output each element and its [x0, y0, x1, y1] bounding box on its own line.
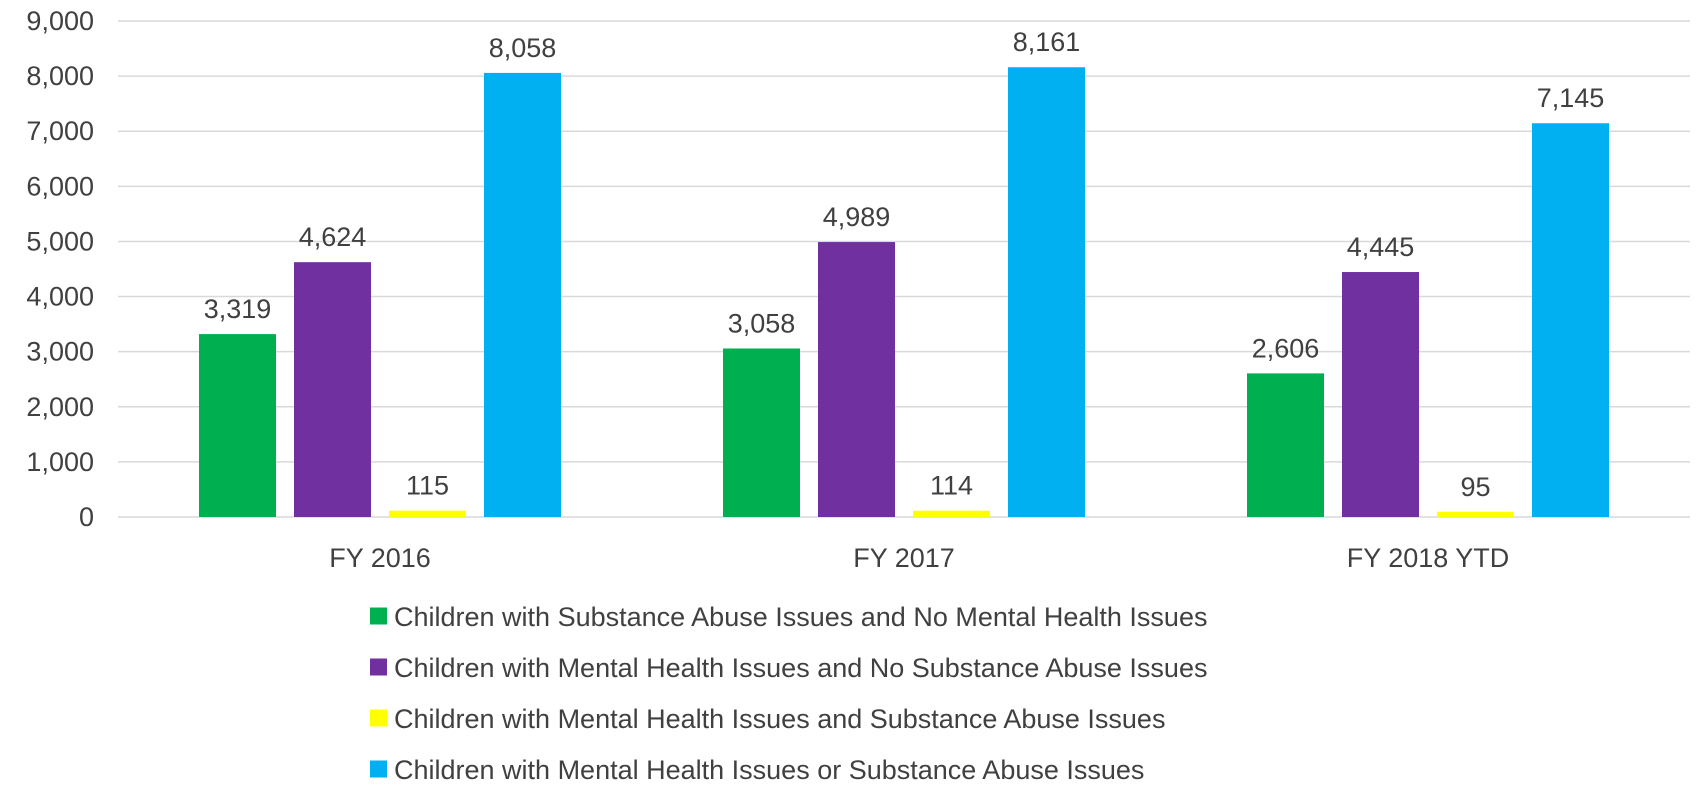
bar: [723, 348, 800, 517]
bar: [1008, 67, 1085, 517]
data-label: 7,145: [1537, 83, 1605, 113]
data-label: 95: [1460, 472, 1490, 502]
y-tick-label: 3,000: [26, 337, 94, 367]
data-label: 3,319: [204, 294, 272, 324]
bar: [389, 510, 466, 517]
data-labels: 3,319 4,624 115 8,058 3,058 4,989 114 8,161 2,60…: [204, 27, 1605, 502]
data-label: 114: [930, 471, 973, 501]
bar: [818, 242, 895, 517]
x-category-label: FY 2018 YTD: [1347, 543, 1510, 573]
x-category-label: FY 2017: [853, 543, 955, 573]
y-tick-label: 6,000: [26, 171, 94, 201]
bar: [1247, 373, 1324, 517]
data-label: 8,161: [1013, 27, 1081, 57]
legend-label: Children with Substance Abuse Issues and…: [394, 602, 1207, 632]
legend: Children with Substance Abuse Issues and…: [370, 602, 1207, 785]
data-label: 4,989: [823, 202, 891, 232]
data-label: 4,445: [1347, 232, 1415, 262]
bars: [199, 67, 1609, 517]
y-tick-label: 7,000: [26, 116, 94, 146]
bar: [1437, 511, 1514, 517]
data-label: 2,606: [1252, 333, 1320, 363]
legend-swatch: [370, 760, 387, 778]
gridlines: [118, 20, 1690, 518]
bar: [913, 510, 990, 517]
y-tick-label: 9,000: [26, 6, 94, 36]
bar: [1532, 123, 1609, 517]
legend-swatch: [370, 607, 387, 625]
data-label: 4,624: [299, 222, 367, 252]
bar: [484, 72, 561, 517]
y-tick-label: 5,000: [26, 226, 94, 256]
bar: [1342, 272, 1419, 517]
legend-swatch: [370, 709, 387, 727]
legend-label: Children with Mental Health Issues and S…: [394, 704, 1165, 734]
y-tick-label: 1,000: [26, 447, 94, 477]
x-axis-categories: FY 2016 FY 2017 FY 2018 YTD: [329, 543, 1509, 573]
bar: [294, 262, 371, 517]
legend-swatch: [370, 658, 387, 676]
x-category-label: FY 2016: [329, 543, 431, 573]
data-label: 115: [406, 471, 449, 501]
y-tick-label: 2,000: [26, 392, 94, 422]
data-label: 8,058: [489, 33, 557, 63]
legend-label: Children with Mental Health Issues and N…: [394, 653, 1207, 683]
y-tick-label: 0: [79, 502, 94, 532]
data-label: 3,058: [728, 308, 796, 338]
y-axis-ticks: 0 1,000 2,000 3,000 4,000 5,000 6,000 7,000 8,00…: [26, 6, 94, 532]
legend-label: Children with Mental Health Issues or Su…: [394, 755, 1144, 785]
y-tick-label: 4,000: [26, 282, 94, 312]
y-tick-label: 8,000: [26, 61, 94, 91]
bar: [199, 334, 276, 517]
